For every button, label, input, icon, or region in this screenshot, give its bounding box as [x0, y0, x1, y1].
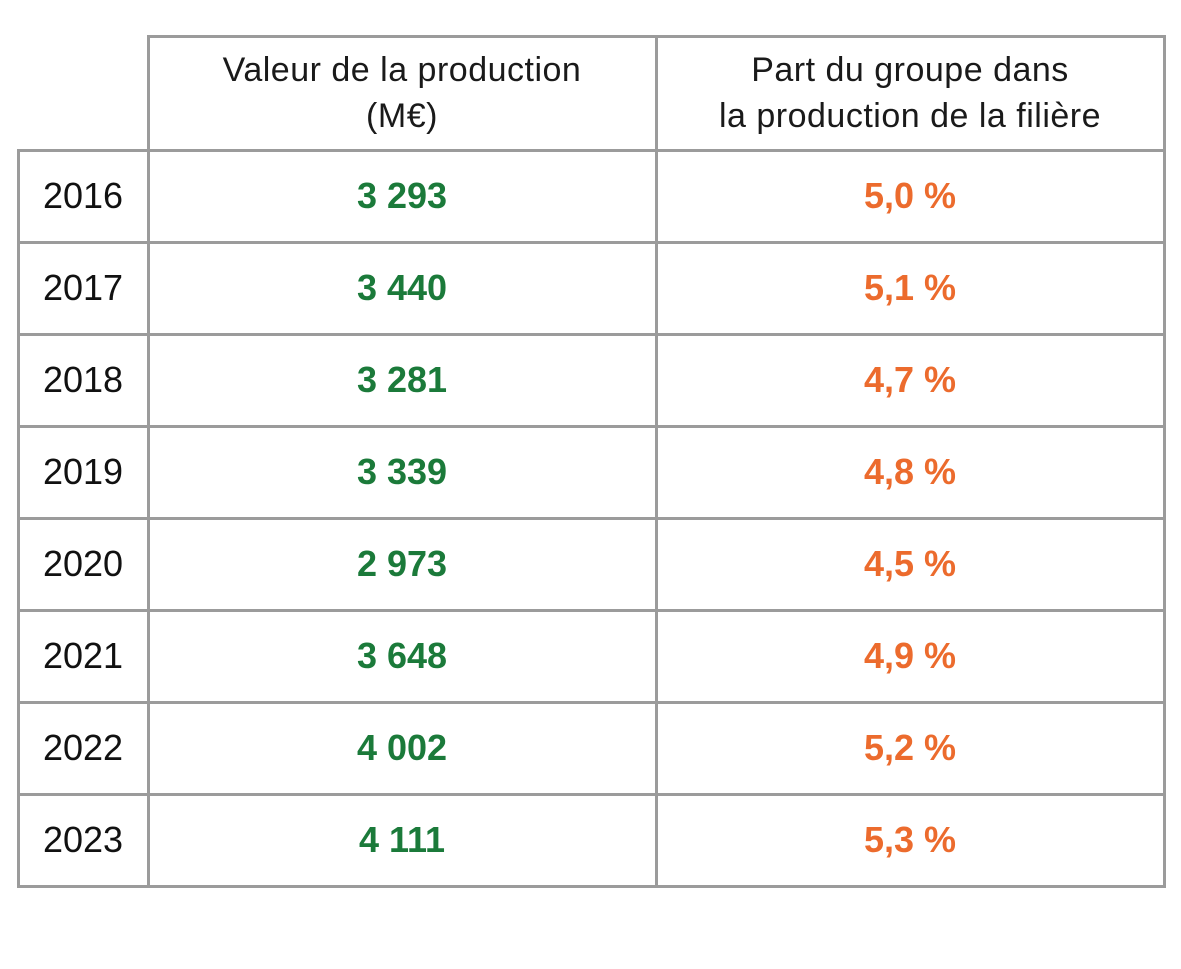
value-cell: 3 339: [356, 451, 448, 492]
value-cell: 3 281: [356, 359, 448, 400]
header-share-line2: la production de la filière: [718, 97, 1102, 135]
share-cell: 4,8 %: [863, 451, 957, 492]
year-cell: 2017: [42, 267, 124, 308]
share-cell: 4,9 %: [863, 635, 957, 676]
grid-line-h: [17, 701, 1166, 704]
header-value-line1: Valeur de la production: [222, 51, 582, 89]
header-group-share: Part du groupe dans la production de la …: [656, 36, 1164, 150]
year-cell: 2018: [42, 359, 124, 400]
value-cell: 3 648: [356, 635, 448, 676]
grid-line-h: [17, 149, 1166, 152]
year-cell: 2019: [42, 451, 124, 492]
grid-line-h: [17, 333, 1166, 336]
grid-line-h: [17, 241, 1166, 244]
share-cell: 5,1 %: [863, 267, 957, 308]
year-cell: 2016: [42, 175, 124, 216]
value-cell: 4 002: [356, 727, 448, 768]
value-cell: 2 973: [356, 543, 448, 584]
grid-line-h: [17, 609, 1166, 612]
grid-line-h: [17, 793, 1166, 796]
grid-line-v: [1163, 35, 1166, 888]
year-cell: 2022: [42, 727, 124, 768]
year-cell: 2023: [42, 819, 124, 860]
header-value-production: Valeur de la production (M€): [148, 36, 656, 150]
year-cell: 2021: [42, 635, 124, 676]
share-cell: 5,3 %: [863, 819, 957, 860]
header-share-line1: Part du groupe dans: [751, 51, 1069, 89]
grid-line-v: [147, 35, 150, 888]
value-cell: 4 111: [358, 819, 446, 860]
share-cell: 4,7 %: [863, 359, 957, 400]
grid-line-h: [17, 885, 1166, 888]
year-cell: 2020: [42, 543, 124, 584]
grid-line-v: [17, 149, 20, 888]
share-cell: 4,5 %: [863, 543, 957, 584]
grid-line-h: [17, 517, 1166, 520]
value-cell: 3 440: [356, 267, 448, 308]
header-value-line2: (M€): [366, 97, 438, 135]
value-cell: 3 293: [356, 175, 448, 216]
share-cell: 5,0 %: [863, 175, 957, 216]
grid-line-v: [655, 35, 658, 888]
grid-line-h: [17, 425, 1166, 428]
share-cell: 5,2 %: [863, 727, 957, 768]
